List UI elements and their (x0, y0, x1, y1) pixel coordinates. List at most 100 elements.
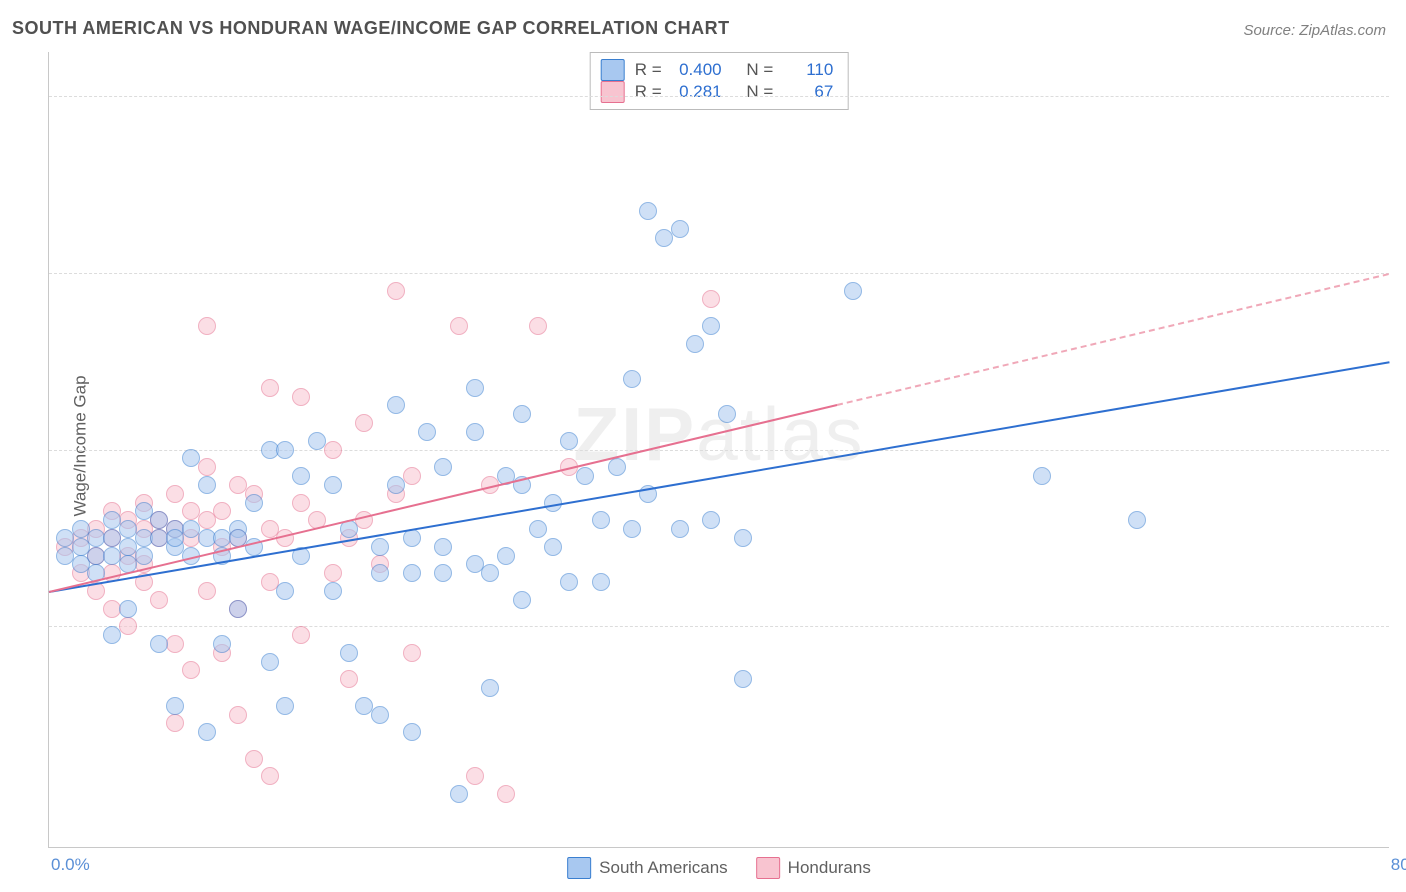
data-point (340, 670, 358, 688)
legend-r-value-1: 0.281 (672, 82, 722, 102)
data-point (340, 644, 358, 662)
legend-n-label: N = (746, 82, 773, 102)
data-point (403, 564, 421, 582)
gridline (49, 450, 1389, 451)
data-point (450, 785, 468, 803)
data-point (119, 600, 137, 618)
data-point (387, 282, 405, 300)
data-point (450, 317, 468, 335)
data-point (103, 626, 121, 644)
legend-swatch-pink (601, 81, 625, 103)
data-point (229, 600, 247, 618)
data-point (166, 714, 184, 732)
data-point (166, 635, 184, 653)
data-point (466, 423, 484, 441)
legend-item-south-americans: South Americans (567, 857, 728, 879)
legend-swatch-blue-icon (567, 857, 591, 879)
data-point (198, 476, 216, 494)
data-point (513, 591, 531, 609)
legend-label: South Americans (599, 858, 728, 878)
data-point (166, 485, 184, 503)
data-point (261, 653, 279, 671)
data-point (371, 538, 389, 556)
data-point (718, 405, 736, 423)
legend-n-value-1: 67 (783, 82, 833, 102)
legend-n-value-0: 110 (783, 60, 833, 80)
data-point (198, 317, 216, 335)
legend-item-hondurans: Hondurans (756, 857, 871, 879)
data-point (261, 379, 279, 397)
data-point (1033, 467, 1051, 485)
data-point (481, 564, 499, 582)
data-point (292, 467, 310, 485)
data-point (135, 547, 153, 565)
data-point (308, 432, 326, 450)
data-point (466, 767, 484, 785)
data-point (576, 467, 594, 485)
data-point (292, 626, 310, 644)
data-point (324, 441, 342, 459)
data-point (608, 458, 626, 476)
data-point (702, 290, 720, 308)
y-tick-label: 80.0% (1391, 86, 1406, 106)
data-point (261, 767, 279, 785)
gridline (49, 96, 1389, 97)
data-point (434, 458, 452, 476)
data-point (1128, 511, 1146, 529)
data-point (497, 547, 515, 565)
legend-r-label: R = (635, 60, 662, 80)
data-point (198, 458, 216, 476)
legend-swatch-blue (601, 59, 625, 81)
data-point (623, 520, 641, 538)
data-point (702, 317, 720, 335)
data-point (844, 282, 862, 300)
data-point (529, 317, 547, 335)
data-point (513, 405, 531, 423)
data-point (434, 538, 452, 556)
data-point (481, 679, 499, 697)
x-tick-right: 80.0% (1391, 855, 1406, 875)
data-point (182, 449, 200, 467)
data-point (150, 635, 168, 653)
data-point (119, 617, 137, 635)
data-point (198, 723, 216, 741)
data-point (324, 582, 342, 600)
data-point (245, 494, 263, 512)
data-point (276, 441, 294, 459)
data-point (418, 423, 436, 441)
data-point (276, 582, 294, 600)
plot-area: ZIPatlas R = 0.400 N = 110 R = 0.281 N =… (48, 52, 1389, 848)
chart-container: SOUTH AMERICAN VS HONDURAN WAGE/INCOME G… (0, 0, 1406, 892)
data-point (292, 388, 310, 406)
data-point (245, 750, 263, 768)
data-point (371, 564, 389, 582)
legend-swatch-pink-icon (756, 857, 780, 879)
data-point (671, 520, 689, 538)
data-point (403, 644, 421, 662)
data-point (560, 573, 578, 591)
source-label: Source: ZipAtlas.com (1243, 22, 1386, 39)
data-point (734, 529, 752, 547)
data-point (544, 538, 562, 556)
data-point (229, 706, 247, 724)
legend-r-label: R = (635, 82, 662, 102)
data-point (702, 511, 720, 529)
data-point (371, 706, 389, 724)
data-point (639, 202, 657, 220)
data-point (150, 591, 168, 609)
data-point (623, 370, 641, 388)
data-point (182, 661, 200, 679)
data-point (387, 476, 405, 494)
data-point (403, 723, 421, 741)
gridline (49, 626, 1389, 627)
data-point (497, 785, 515, 803)
data-point (213, 635, 231, 653)
y-tick-label: 60.0% (1391, 263, 1406, 283)
data-point (686, 335, 704, 353)
legend-row-south-americans: R = 0.400 N = 110 (601, 59, 834, 81)
legend-n-label: N = (746, 60, 773, 80)
data-point (434, 564, 452, 582)
y-tick-label: 20.0% (1391, 616, 1406, 636)
data-point (166, 697, 184, 715)
data-point (387, 396, 405, 414)
